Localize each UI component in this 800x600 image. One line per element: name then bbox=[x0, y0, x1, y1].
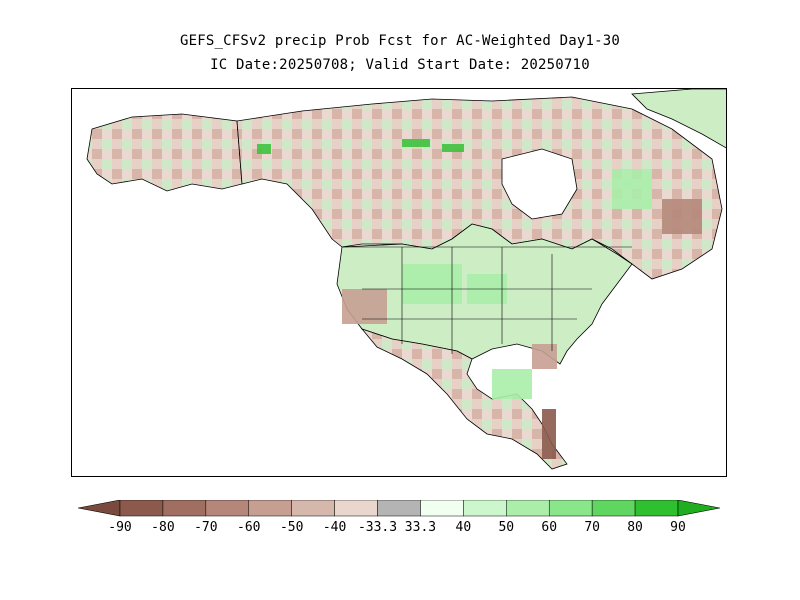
legend-tick-label: 80 bbox=[627, 520, 643, 535]
legend-tick-label: 70 bbox=[584, 520, 600, 535]
legend-tick-label: 50 bbox=[498, 520, 514, 535]
legend-tick-label: -90 bbox=[108, 520, 131, 535]
political-boundaries bbox=[342, 246, 632, 354]
chart-title: GEFS_CFSv2 precip Prob Fcst for AC-Weigh… bbox=[179, 33, 621, 49]
legend-bin bbox=[291, 499, 335, 517]
legend-tick-label: -40 bbox=[323, 520, 346, 535]
below-normal-patches bbox=[342, 199, 702, 459]
legend-bin bbox=[548, 499, 593, 517]
legend-bin bbox=[463, 499, 507, 517]
legend-bin bbox=[420, 499, 464, 517]
legend-tick-label: 90 bbox=[670, 520, 686, 535]
legend-tick-label: 33.3 bbox=[405, 520, 436, 535]
forecast-map bbox=[71, 88, 727, 477]
legend-tick-label: -33.3 bbox=[358, 520, 397, 535]
legend-tick-label: -80 bbox=[151, 520, 174, 535]
legend-bin bbox=[334, 499, 378, 517]
legend-bin bbox=[506, 499, 550, 517]
region-hudson-bay bbox=[501, 148, 578, 220]
legend-tick-label: -70 bbox=[194, 520, 217, 535]
legend-bin bbox=[162, 499, 207, 517]
legend-bin bbox=[248, 499, 292, 517]
legend-arrow-left bbox=[77, 499, 121, 517]
legend-bin bbox=[591, 499, 636, 517]
legend-bar: -90 -80 -70 -60 -50 -40 -33.3 33.3 40 50 60 70 80 90 bbox=[77, 499, 721, 535]
chart-subtitle: IC Date:20250708; Valid Start Date: 2025… bbox=[210, 57, 590, 73]
region-greenland bbox=[631, 89, 726, 149]
legend-tick-label: -50 bbox=[280, 520, 303, 535]
legend-tick-label: -60 bbox=[237, 520, 260, 535]
legend-tick-label: 60 bbox=[541, 520, 557, 535]
legend-arrow-right bbox=[677, 499, 721, 517]
legend-tick-label: 40 bbox=[456, 520, 472, 535]
north-america-map bbox=[86, 89, 726, 470]
legend-bin bbox=[119, 499, 164, 517]
color-legend: -90 -80 -70 -60 -50 -40 -33.3 33.3 40 50 60 70 80 90 bbox=[77, 499, 724, 540]
legend-bin bbox=[634, 499, 679, 517]
legend-bin bbox=[377, 499, 421, 517]
legend-bin bbox=[205, 499, 250, 517]
region-alaska bbox=[86, 113, 243, 192]
